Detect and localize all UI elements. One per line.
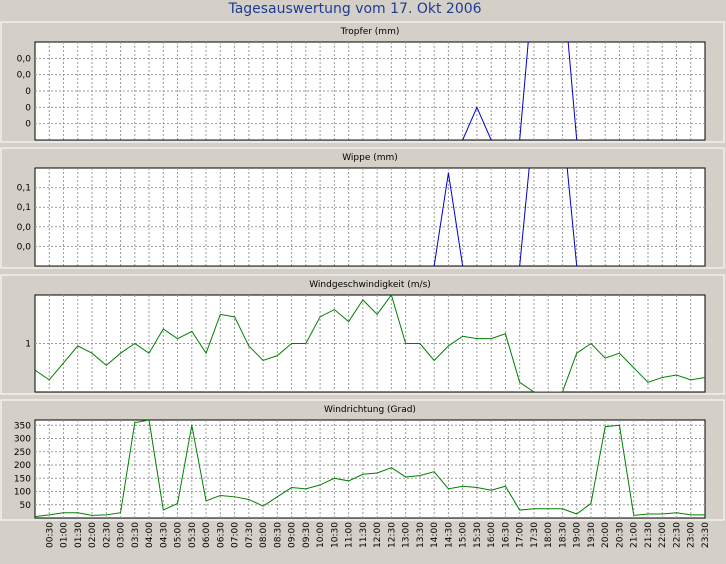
- x-tick-label: 10:00: [316, 522, 326, 548]
- page-title: Tagesauswertung vom 17. Okt 2006: [227, 1, 481, 17]
- panel-frame: [0, 274, 725, 395]
- x-tick-label: 11:30: [359, 522, 369, 548]
- plot-area: [34, 167, 706, 267]
- x-tick-label: 05:30: [188, 522, 198, 548]
- x-tick-label: 23:00: [687, 522, 697, 548]
- x-tick-label: 06:30: [216, 522, 226, 548]
- panel-frame: [0, 21, 725, 143]
- y-tick-label: 200: [14, 461, 31, 471]
- x-tick-label: 21:30: [644, 522, 654, 548]
- x-tick-label: 20:00: [601, 522, 611, 548]
- y-tick-label: 0: [25, 103, 31, 113]
- y-tick-label: 100: [14, 488, 31, 498]
- x-tick-label: 08:30: [273, 522, 283, 548]
- x-tick-label: 17:30: [530, 522, 540, 548]
- x-tick-label: 19:30: [587, 522, 597, 548]
- x-tick-label: 22:30: [672, 522, 682, 548]
- x-tick-label: 22:00: [658, 522, 668, 548]
- x-tick-label: 11:00: [345, 522, 355, 548]
- panel-frame: [0, 399, 725, 521]
- x-tick-label: 12:00: [373, 522, 383, 548]
- x-tick-label: 01:00: [60, 522, 70, 548]
- y-tick-label: 0,0: [17, 223, 32, 233]
- y-tick-label: 1: [25, 340, 31, 350]
- x-tick-label: 08:00: [259, 522, 269, 548]
- x-tick-label: 12:30: [387, 522, 397, 548]
- x-tick-label: 16:00: [487, 522, 497, 548]
- x-tick-label: 04:00: [145, 522, 155, 548]
- x-tick-label: 03:30: [131, 522, 141, 548]
- x-tick-label: 14:30: [444, 522, 454, 548]
- x-tick-label: 18:00: [544, 522, 554, 548]
- panel-title: Wippe (mm): [342, 153, 398, 163]
- x-tick-label: 13:00: [402, 522, 412, 548]
- x-tick-label: 02:30: [102, 522, 112, 548]
- y-tick-label: 0,1: [17, 184, 31, 194]
- plot-area: [34, 41, 706, 141]
- x-tick-label: 23:30: [701, 522, 711, 548]
- y-tick-label: 0: [25, 120, 31, 130]
- x-tick-label: 02:00: [88, 522, 98, 548]
- y-tick-label: 0,0: [17, 54, 32, 64]
- y-tick-label: 0,0: [17, 242, 32, 252]
- panel-frame: [0, 147, 725, 269]
- x-tick-label: 09:30: [302, 522, 312, 548]
- x-tick-label: 21:00: [630, 522, 640, 548]
- x-tick-label: 07:30: [245, 522, 255, 548]
- panel-title: Tropfer (mm): [340, 27, 400, 37]
- y-tick-label: 150: [14, 474, 31, 484]
- data-line: [35, 420, 705, 518]
- y-tick-label: 0,1: [17, 203, 31, 213]
- x-tick-label: 16:30: [501, 522, 511, 548]
- x-tick-label: 00:30: [45, 522, 55, 548]
- x-tick-label: 20:30: [615, 522, 625, 548]
- y-tick-label: 0,0: [17, 71, 32, 81]
- x-tick-label: 19:00: [573, 522, 583, 548]
- panel-title: Windrichtung (Grad): [324, 405, 416, 415]
- x-tick-label: 18:30: [558, 522, 568, 548]
- x-tick-label: 17:00: [516, 522, 526, 548]
- x-tick-label: 14:00: [430, 522, 440, 548]
- x-tick-label: 03:00: [117, 522, 127, 548]
- y-tick-label: 0: [25, 87, 31, 97]
- x-tick-label: 01:30: [74, 522, 84, 548]
- plot-area: [34, 419, 706, 519]
- x-tick-label: 13:30: [416, 522, 426, 548]
- x-tick-label: 05:00: [174, 522, 184, 548]
- x-tick-label: 15:30: [473, 522, 483, 548]
- data-line: [35, 295, 705, 392]
- x-tick-label: 10:30: [330, 522, 340, 548]
- x-tick-label: 15:00: [459, 522, 469, 548]
- y-tick-label: 250: [14, 448, 31, 458]
- y-tick-label: 300: [14, 435, 31, 445]
- panel-title: Windgeschwindigkeit (m/s): [309, 280, 431, 290]
- x-tick-label: 07:00: [231, 522, 241, 548]
- x-tick-label: 06:00: [202, 522, 212, 548]
- plot-area: [34, 294, 706, 393]
- y-tick-label: 50: [20, 501, 32, 511]
- x-tick-label: 04:30: [159, 522, 169, 548]
- x-tick-label: 09:00: [288, 522, 298, 548]
- y-tick-label: 350: [14, 421, 31, 431]
